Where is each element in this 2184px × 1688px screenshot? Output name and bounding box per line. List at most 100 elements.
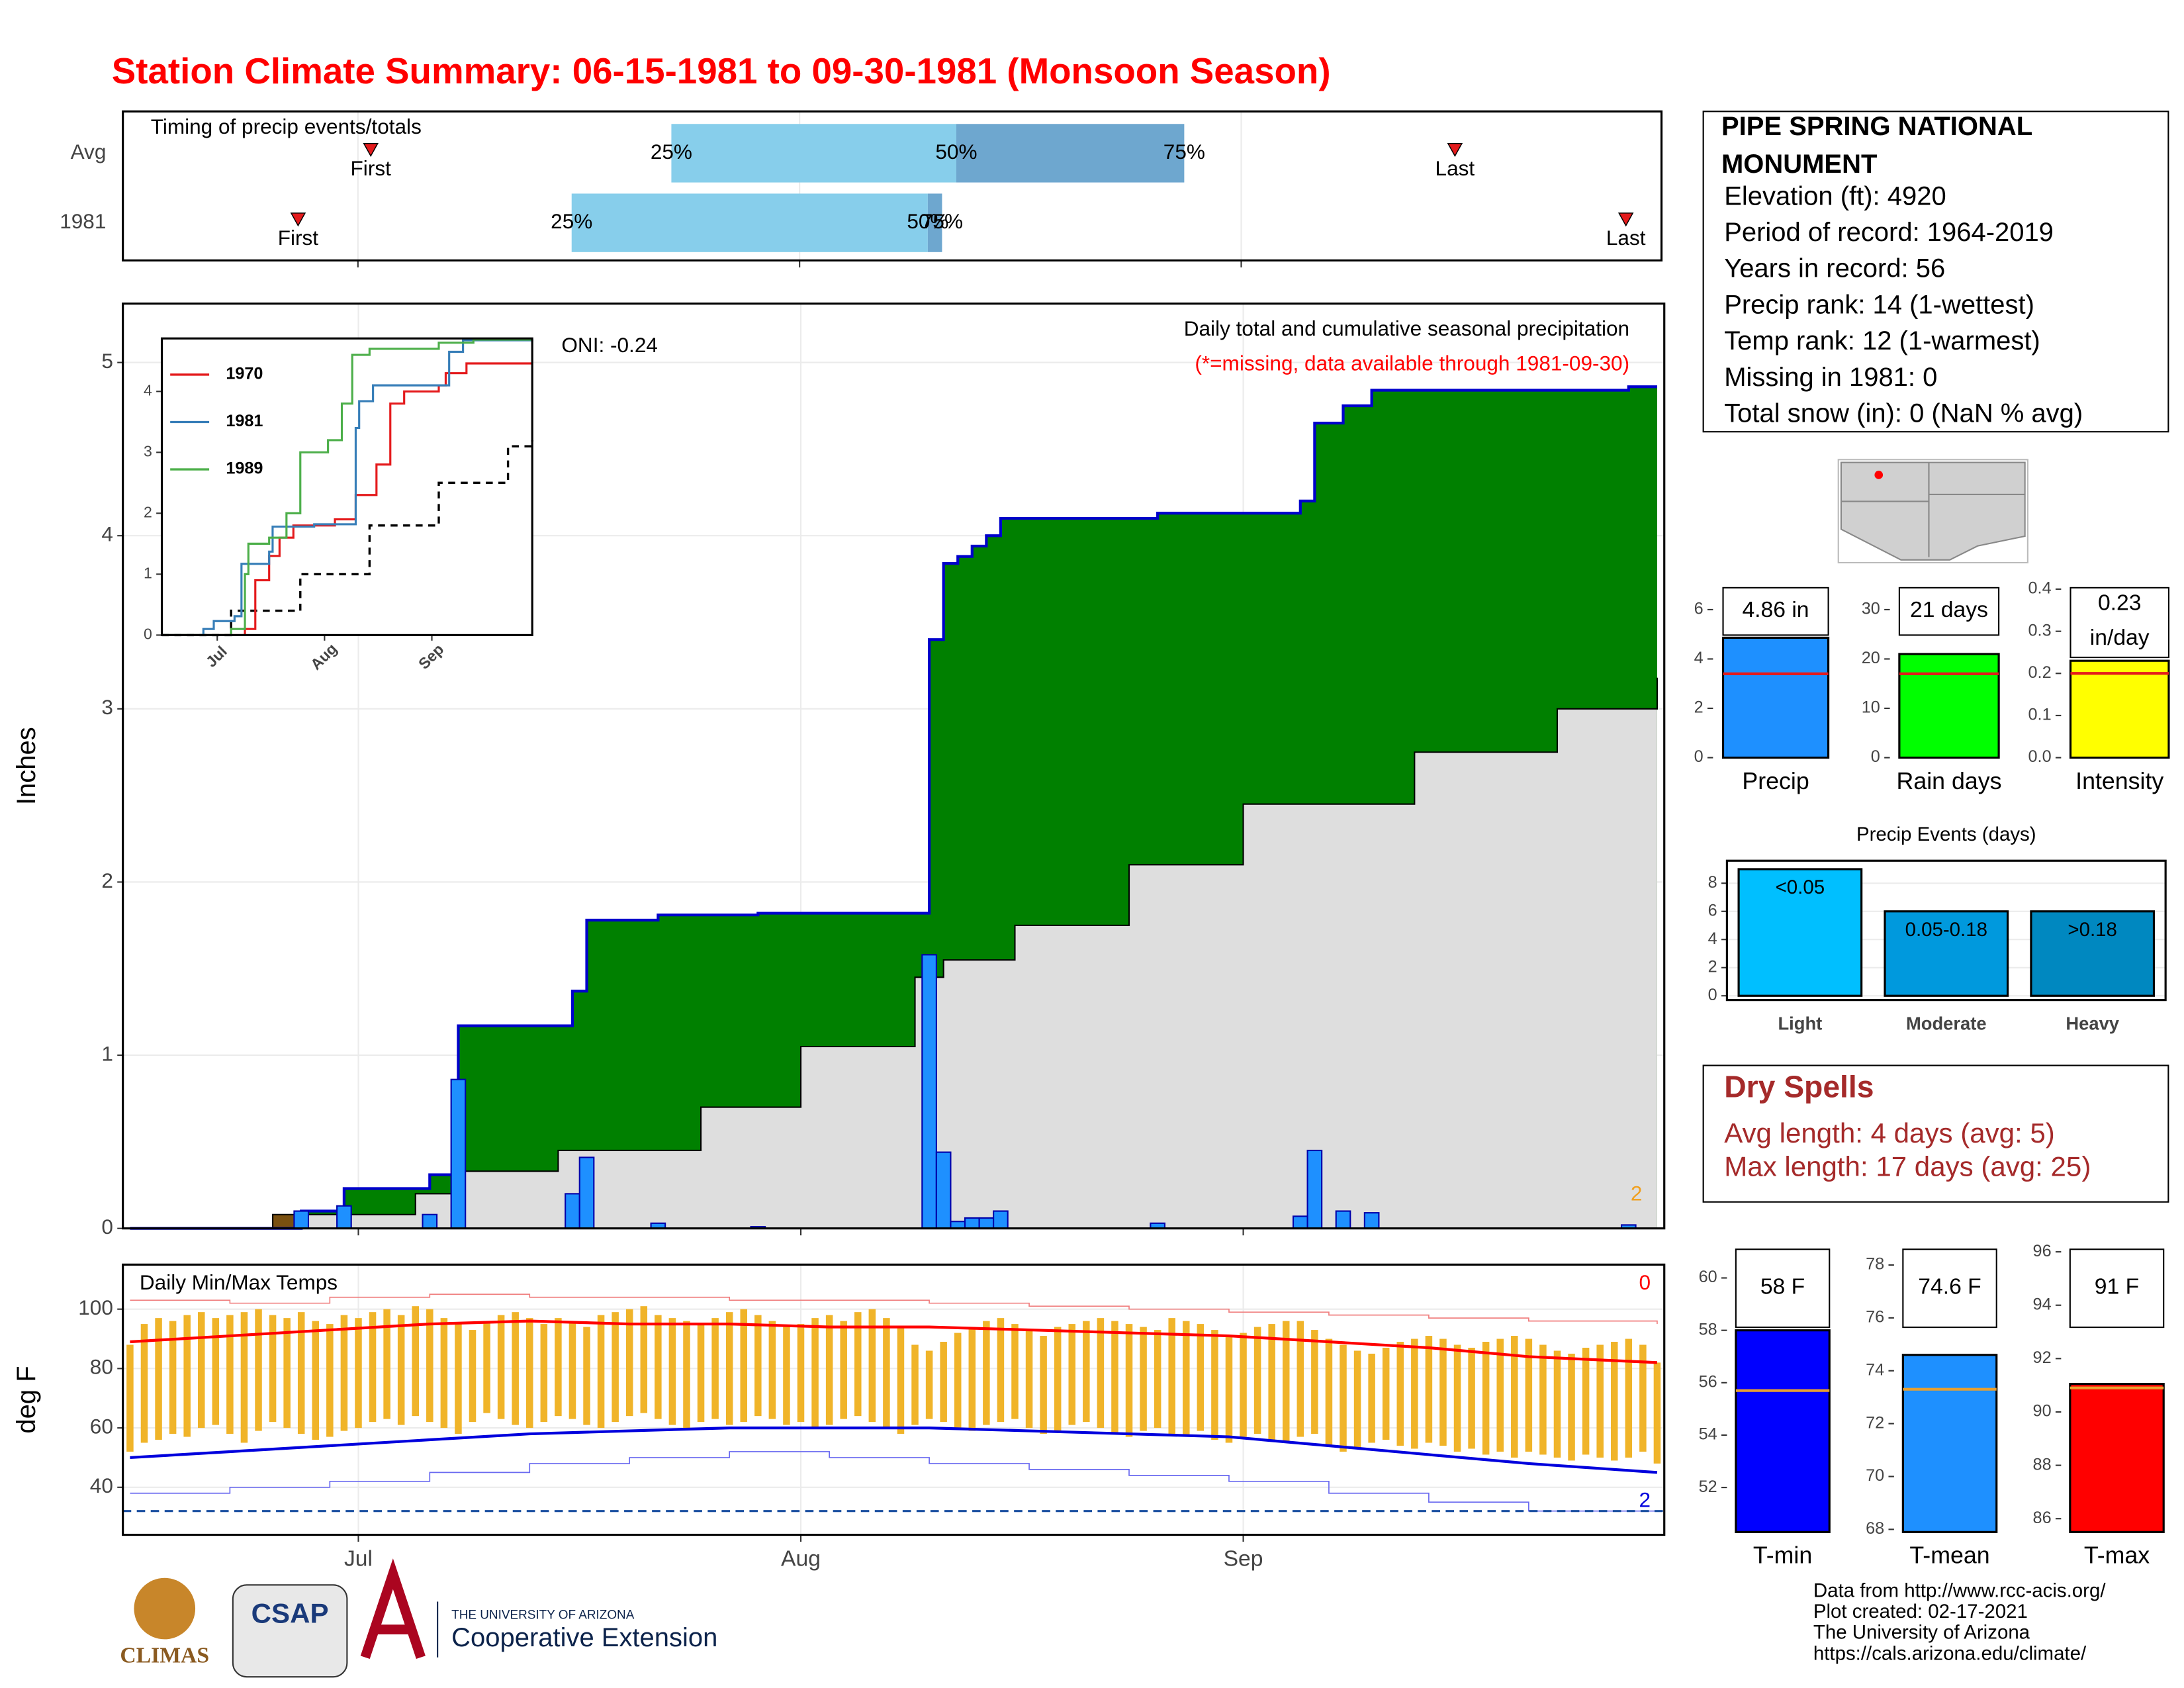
- event-marker: [290, 212, 306, 227]
- temp-range-bar: [868, 1309, 876, 1423]
- value-label-box: 58 F: [1760, 1275, 1805, 1299]
- info-line: Temp rank: 12 (1-warmest): [1724, 326, 2040, 355]
- dry-spells-line: Max length: 17 days (avg: 25): [1724, 1150, 2091, 1182]
- y-tick-label: 40: [90, 1474, 113, 1497]
- temp-range-bar: [1568, 1353, 1575, 1461]
- temp-range-bar: [1083, 1321, 1090, 1423]
- y-tick-label: 78: [1866, 1255, 1884, 1274]
- y-tick-label: 4: [101, 522, 113, 546]
- y-tick-label: 76: [1866, 1308, 1884, 1327]
- y-tick-label: 8: [1708, 873, 1717, 892]
- inset-bg: [161, 338, 533, 635]
- value-label-box: [1735, 1248, 1831, 1329]
- temp-range-bar: [1553, 1350, 1561, 1458]
- y-tick-label: 6: [1694, 600, 1704, 618]
- footer-line: https://cals.arizona.edu/climate/: [1813, 1642, 2087, 1664]
- temp-range-bar: [297, 1312, 305, 1434]
- x-tick-label: Jul: [344, 1546, 373, 1571]
- bar: [2030, 910, 2156, 997]
- value-label-box: [1902, 1248, 1997, 1329]
- value-label-box: 0.23 in/day: [2090, 592, 2150, 651]
- logo-text: CLIMAS: [120, 1643, 209, 1667]
- y-tick-label: 3: [144, 442, 152, 459]
- temp-range-bar: [1011, 1324, 1019, 1419]
- daily-bar: [964, 1217, 980, 1229]
- y-tick-label: 0: [1694, 747, 1704, 766]
- station-name: PIPE SPRING NATIONAL MONUMENT: [1721, 113, 2032, 180]
- daily-bar: [1292, 1215, 1308, 1229]
- value-label-box: 74.6 F: [1918, 1275, 1981, 1299]
- temp-range-bar: [512, 1312, 519, 1425]
- record-count: 2: [1631, 1182, 1643, 1205]
- quartile-bar: [927, 193, 942, 252]
- y-axis-label: Inches: [12, 727, 41, 805]
- temp-range-bar: [440, 1318, 448, 1429]
- temp-range-bar: [197, 1312, 205, 1429]
- event-marker: [1447, 142, 1463, 158]
- temp-range-bar: [1340, 1344, 1347, 1452]
- temp-range-bar: [169, 1321, 177, 1434]
- daily-bar: [450, 1078, 467, 1229]
- temp-range-bar: [1025, 1330, 1033, 1429]
- temp-range-bar: [612, 1312, 619, 1423]
- chart-title: Timing of precip events/totals: [151, 115, 422, 138]
- temp-range-bar: [1511, 1336, 1518, 1458]
- temp-range-bar: [883, 1318, 890, 1429]
- temp-range-bar: [226, 1315, 234, 1434]
- y-tick-label: 92: [2033, 1348, 2052, 1367]
- info-line: Period of record: 1964-2019: [1724, 218, 2054, 247]
- temp-range-bar: [483, 1321, 490, 1413]
- temp-range-bar: [597, 1315, 605, 1429]
- y-tick-label: 2: [101, 868, 113, 892]
- temp-range-bar: [1525, 1338, 1533, 1452]
- plot-bg: [122, 1264, 1664, 1535]
- dry-spells-title: Dry Spells: [1724, 1070, 1874, 1104]
- daily-bar: [921, 954, 937, 1229]
- dry-spells-line: Avg length: 4 days (avg: 5): [1724, 1117, 2055, 1149]
- temp-range-bar: [1197, 1324, 1205, 1431]
- temp-range-bar: [240, 1312, 248, 1443]
- temp-range-bar: [1425, 1336, 1433, 1443]
- category-label: Precip: [1742, 768, 1809, 794]
- y-tick-label: 86: [2033, 1509, 2052, 1527]
- value-label-box: [1722, 586, 1829, 636]
- y-tick-label: 0: [1871, 747, 1880, 766]
- temp-range-bar: [1411, 1338, 1418, 1449]
- temp-range-bar: [625, 1309, 633, 1417]
- map: [1837, 459, 2028, 564]
- plot-frame: [122, 110, 1663, 262]
- bar-label: <0.05: [1776, 876, 1825, 898]
- bar: [1721, 636, 1830, 759]
- temp-range-bar: [940, 1342, 947, 1423]
- daily-bar: [565, 1193, 580, 1229]
- plot-frame: [160, 337, 533, 636]
- event-label: First: [278, 226, 319, 250]
- temp-range-bar: [355, 1318, 362, 1429]
- event-label: First: [351, 156, 392, 180]
- temp-range-bar: [997, 1318, 1005, 1423]
- temp-range-bar: [1097, 1318, 1105, 1429]
- temp-range-bar: [212, 1318, 220, 1425]
- info-line: Elevation (ft): 4920: [1724, 181, 1946, 211]
- temp-range-bar: [1154, 1330, 1161, 1429]
- temp-range-bar: [569, 1321, 576, 1419]
- event-marker: [1617, 212, 1634, 227]
- temp-range-bar: [655, 1315, 662, 1419]
- temp-range-bar: [269, 1315, 277, 1423]
- legend-label: 1989: [226, 459, 263, 478]
- temp-range-bar: [397, 1315, 405, 1425]
- temp-range-bar: [340, 1315, 348, 1431]
- bar: [2069, 1383, 2165, 1533]
- quartile-label: 75%: [921, 209, 963, 233]
- page-title: Station Climate Summary: 06-15-1981 to 0…: [112, 50, 1331, 91]
- temp-range-bar: [140, 1324, 148, 1443]
- record-high-count: 0: [1639, 1270, 1651, 1294]
- y-tick-label: 2: [1708, 957, 1717, 976]
- y-tick-label: 0.2: [2028, 663, 2052, 682]
- oni-label: ONI: -0.24: [561, 333, 658, 357]
- temp-range-bar: [925, 1350, 933, 1419]
- temp-range-bar: [455, 1324, 462, 1434]
- value-label-box: 21 days: [1910, 598, 1988, 622]
- quartile-label: 50%: [907, 209, 948, 233]
